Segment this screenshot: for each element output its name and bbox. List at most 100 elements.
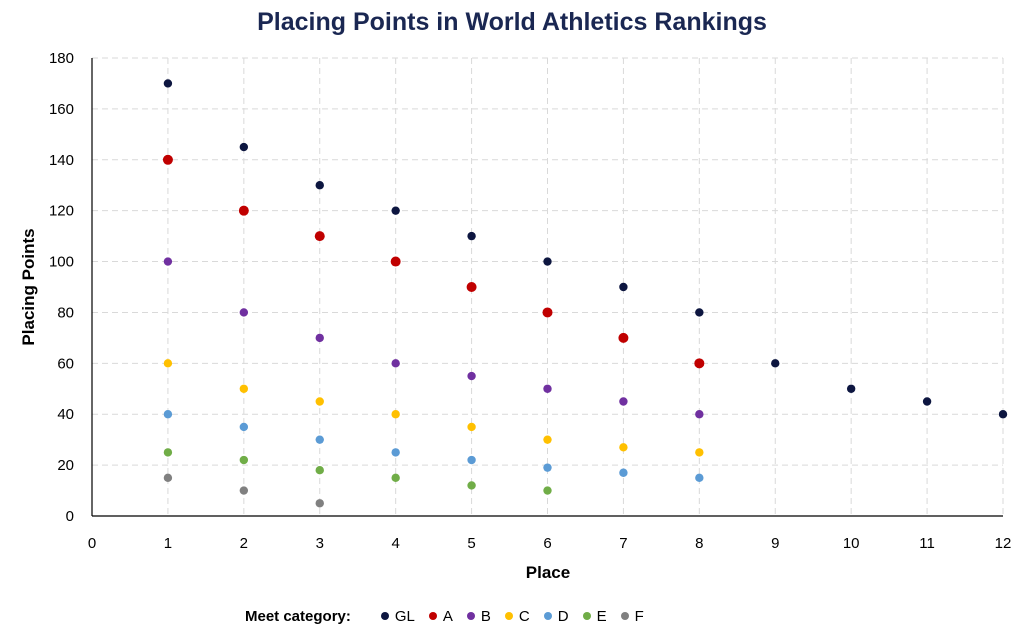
data-point-b	[543, 384, 552, 393]
chart-title: Placing Points in World Athletics Rankin…	[257, 8, 767, 36]
data-points	[162, 79, 1008, 508]
x-tick-label: 0	[88, 535, 96, 552]
data-point-gl	[846, 384, 856, 393]
data-point-e	[315, 466, 324, 475]
data-point-c	[543, 435, 552, 444]
data-point-d	[619, 468, 628, 477]
legend-label: B	[480, 607, 491, 625]
y-tick-label: 40	[57, 406, 74, 423]
legend-swatch	[543, 612, 552, 620]
legend-swatch	[380, 612, 389, 620]
x-tick-label: 8	[695, 535, 703, 552]
legend-item-f: F	[620, 607, 644, 625]
data-point-a	[542, 307, 553, 318]
data-point-d	[391, 448, 400, 457]
data-point-d	[543, 463, 552, 472]
data-point-d	[695, 473, 704, 483]
x-tick-label: 1	[164, 535, 172, 552]
legend-swatch	[620, 612, 629, 620]
data-point-a	[238, 205, 249, 216]
data-point-b	[619, 397, 628, 406]
data-point-gl	[467, 231, 476, 241]
data-point-gl	[391, 206, 400, 215]
y-tick-label: 100	[49, 254, 74, 271]
data-point-c	[619, 443, 628, 452]
legend-label: A	[442, 607, 453, 625]
legend-item-c: C	[504, 607, 530, 625]
legend-swatch	[466, 612, 475, 620]
axes	[91, 58, 1003, 517]
data-point-b	[163, 257, 173, 266]
data-point-f	[315, 499, 324, 508]
y-tick-label: 0	[66, 508, 74, 525]
x-tick-label: 10	[843, 535, 860, 552]
legend: Meet category: GL A B C D E F	[245, 605, 658, 627]
data-point-c	[239, 384, 249, 393]
data-point-gl	[695, 308, 704, 317]
data-point-d	[239, 422, 249, 432]
grid-lines	[92, 57, 1004, 516]
data-point-c	[163, 359, 173, 368]
y-tick-label: 120	[49, 203, 74, 220]
legend-label: GL	[394, 607, 415, 625]
data-point-a	[314, 231, 325, 242]
y-axis-title: Placing Points	[19, 228, 38, 345]
data-point-a	[618, 332, 629, 343]
data-point-d	[467, 455, 476, 465]
y-tick-label: 160	[49, 101, 74, 118]
x-tick-label: 7	[619, 535, 627, 552]
y-tick-label: 80	[57, 304, 74, 321]
data-point-gl	[543, 257, 552, 266]
data-point-b	[239, 308, 249, 317]
data-point-e	[543, 486, 552, 495]
data-point-a	[390, 256, 401, 267]
data-point-a	[694, 358, 705, 369]
legend-swatch	[504, 612, 513, 620]
x-tick-label: 5	[467, 535, 475, 552]
x-tick-label: 3	[316, 535, 324, 552]
data-point-f	[239, 486, 249, 495]
legend-item-e: E	[582, 607, 607, 625]
data-point-c	[467, 422, 476, 432]
legend-label: F	[634, 607, 644, 625]
legend-label: E	[596, 607, 607, 625]
data-point-d	[163, 410, 173, 419]
legend-items: GL A B C D E F	[380, 607, 658, 625]
data-point-e	[391, 473, 400, 483]
data-point-a	[162, 154, 173, 165]
y-tick-label: 20	[57, 457, 74, 474]
data-point-a	[466, 282, 477, 292]
data-point-gl	[315, 181, 324, 190]
data-point-gl	[619, 282, 628, 292]
data-point-gl	[163, 79, 173, 88]
x-tick-label: 2	[240, 535, 248, 552]
legend-swatch	[582, 612, 591, 620]
data-point-f	[163, 473, 173, 483]
data-point-b	[315, 333, 324, 343]
x-axis-title: Place	[526, 563, 570, 582]
data-point-gl	[771, 359, 780, 368]
data-point-c	[315, 397, 324, 406]
x-tick-label: 9	[771, 535, 779, 552]
data-point-b	[467, 371, 476, 381]
data-point-gl	[922, 397, 932, 406]
legend-item-a: A	[428, 607, 453, 625]
legend-label: D	[557, 607, 569, 625]
x-tick-label: 12	[995, 535, 1012, 552]
data-point-e	[467, 481, 476, 490]
legend-item-gl: GL	[380, 607, 415, 625]
legend-item-d: D	[543, 607, 569, 625]
x-tick-label: 6	[543, 535, 551, 552]
legend-item-b: B	[466, 607, 491, 625]
data-point-gl	[998, 410, 1008, 419]
legend-label: C	[518, 607, 530, 625]
y-tick-label: 60	[57, 355, 74, 372]
data-point-e	[163, 448, 173, 457]
data-point-gl	[239, 142, 249, 152]
legend-swatch	[428, 612, 437, 620]
data-point-e	[239, 455, 249, 465]
x-tick-label: 4	[391, 535, 399, 552]
data-point-b	[695, 410, 704, 419]
